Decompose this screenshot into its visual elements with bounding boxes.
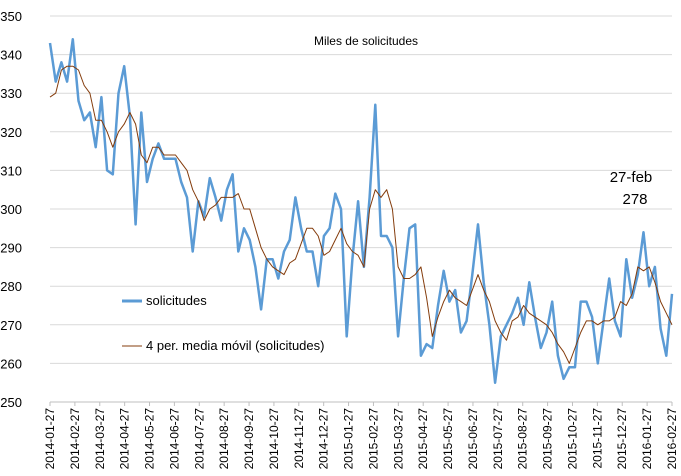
y-tick-label: 350 <box>0 9 22 24</box>
x-tick-label: 2015-10-27 <box>565 408 579 470</box>
x-tick-label: 2015-12-27 <box>615 408 629 470</box>
x-tick-label: 2014-10-27 <box>267 408 281 470</box>
x-tick-label: 2014-11-27 <box>292 408 306 469</box>
x-tick-label: 2016-01-27 <box>640 408 654 470</box>
x-tick-label: 2014-12-27 <box>317 408 331 470</box>
y-tick-label: 270 <box>0 318 22 333</box>
legend: solicitudes 4 per. media móvil (solicitu… <box>122 293 324 353</box>
y-tick-label: 310 <box>0 163 22 178</box>
y-tick-label: 250 <box>0 395 22 410</box>
series-line-moving-average <box>49 65 673 364</box>
legend-label-solicitudes: solicitudes <box>146 293 207 308</box>
y-tick-label: 280 <box>0 279 22 294</box>
y-tick-label: 290 <box>0 241 22 256</box>
x-tick-label: 2015-08-27 <box>516 408 530 470</box>
annotation-value: 278 <box>622 191 647 208</box>
legend-label-moving-average: 4 per. media móvil (solicitudes) <box>146 338 324 353</box>
x-tick-label: 2014-07-27 <box>192 408 206 470</box>
chart-title: Miles de solicitudes <box>314 34 418 48</box>
x-tick-label: 2014-08-27 <box>217 408 231 470</box>
x-tick-label: 2015-04-27 <box>416 408 430 470</box>
x-tick-label: 2015-05-27 <box>441 408 455 470</box>
x-tick-label: 2015-07-27 <box>491 408 505 470</box>
x-tick-label: 2015-06-27 <box>466 408 480 470</box>
x-tick-label: 2014-09-27 <box>242 408 256 470</box>
x-tick-label: 2014-02-27 <box>68 408 82 470</box>
y-tick-label: 320 <box>0 125 22 140</box>
x-tick-label: 2014-03-27 <box>93 408 107 470</box>
x-tick-label: 2014-01-27 <box>43 408 57 470</box>
annotation-date: 27-feb <box>610 169 653 186</box>
y-axis: 250 260 270 280 290 300 310 320 330 340 350 <box>0 9 22 410</box>
y-tick-label: 260 <box>0 356 22 371</box>
x-tick-label: 2014-04-27 <box>118 408 132 470</box>
y-tick-label: 300 <box>0 202 22 217</box>
x-tick-label: 2015-02-27 <box>366 408 380 470</box>
x-tick-label: 2015-03-27 <box>391 408 405 470</box>
series-line-solicitudes <box>48 37 674 384</box>
x-tick-label: 2015-11-27 <box>590 408 604 469</box>
x-tick-label: 2016-02-27 <box>665 408 679 470</box>
x-tick-label: 2015-01-27 <box>342 408 356 470</box>
plot-area <box>48 37 674 384</box>
x-tick-label: 2014-05-27 <box>143 408 157 470</box>
gridlines <box>50 15 672 364</box>
x-tick-label: 2014-06-27 <box>167 408 181 470</box>
y-tick-label: 330 <box>0 86 22 101</box>
y-tick-label: 340 <box>0 48 22 63</box>
x-tick-label: 2015-09-27 <box>541 408 555 470</box>
x-axis: 2014-01-27 2014-02-27 2014-03-27 2014-04-27… <box>43 402 679 469</box>
